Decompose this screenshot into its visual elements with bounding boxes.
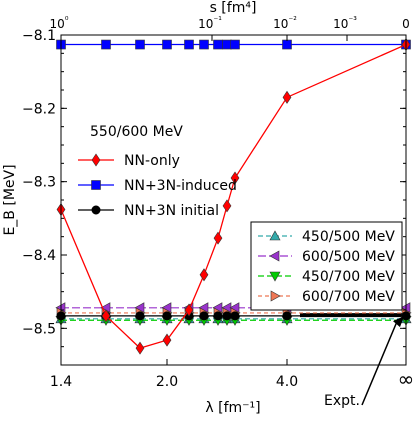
y-tick-label-0: −8.1: [22, 28, 56, 44]
series-2-point-7: [222, 311, 232, 321]
x-tick-label-1: 2.0: [156, 374, 178, 390]
legend-upper-marker-2: [91, 205, 101, 215]
legends: 550/600 MeV NN-only NN+3N-induced NN+3N ini…: [78, 124, 403, 311]
legend-lower-marker-3: [270, 290, 281, 302]
series-1-point-7: [222, 39, 232, 50]
legend-lower-marker-2: [269, 271, 281, 282]
y-tick-label-3: −8.4: [22, 248, 56, 264]
series-0-point-6: [213, 231, 223, 245]
series-0-point-3: [162, 333, 172, 347]
y-tick-label-2: −8.3: [22, 175, 56, 191]
series-1-point-9: [282, 39, 292, 50]
series-1-point-6: [213, 39, 223, 50]
y-tick-label-4: −8.5: [22, 321, 56, 337]
legend-upper-label-0: NN-only: [124, 153, 180, 169]
x-axis-label: λ [fm⁻¹]: [205, 400, 260, 416]
legend-upper-title: 550/600 MeV: [90, 124, 183, 140]
top-axis-label: s [fm⁴]: [210, 0, 257, 16]
series-1-point-3: [162, 39, 172, 50]
legend-lower-marker-1: [269, 250, 280, 262]
legend-lower-marker-0: [269, 230, 281, 241]
series-2-point-5: [199, 311, 209, 321]
series-1-point-8: [230, 39, 240, 50]
legend-lower-label-0: 450/500 MeV: [302, 229, 395, 245]
series-0-point-1: [101, 309, 111, 323]
top-tick-label-2: 10⁻²: [273, 16, 297, 31]
expt-arrow: [361, 318, 399, 406]
series-0-point-4: [184, 303, 194, 317]
series-1-point-4: [184, 39, 194, 50]
series-0-point-9: [282, 90, 292, 104]
x-tick-label-3: ∞: [398, 367, 415, 391]
legend-lower-label-3: 600/700 MeV: [302, 289, 395, 305]
series-0-point-7: [222, 199, 232, 213]
x-tick-label-2: 4.0: [276, 374, 298, 390]
y-tick-label-1: −8.2: [22, 101, 56, 117]
series-2-point-8: [230, 311, 240, 321]
top-tick-label-0: 10⁰: [50, 16, 69, 31]
axes: −8.1 −8.2 −8.3 −8.4 −8.5 1.4 2.0 4.0 ∞ 10⁰ 10⁻¹ 10⁻…: [2, 0, 414, 416]
series-2-point-6: [213, 311, 223, 321]
expt-label: Expt.: [324, 393, 360, 409]
legend-upper-marker-1: [91, 180, 101, 190]
legend-upper-label-1: NN+3N-induced: [124, 178, 237, 194]
series-2-point-9: [282, 311, 292, 321]
legend-lower-label-1: 600/500 MeV: [302, 249, 395, 265]
x-tick-label-0: 1.4: [50, 374, 72, 390]
legend-lower-label-2: 450/700 MeV: [302, 269, 395, 285]
series-2-point-2: [135, 311, 145, 321]
series-1-point-2: [135, 39, 145, 50]
series-0-point-2: [135, 341, 145, 355]
legend-upper-marker-0: [91, 153, 101, 167]
top-tick-label-3: 10⁻³: [333, 16, 357, 31]
series-0-point-8: [230, 171, 240, 185]
legend-upper-label-2: NN+3N initial: [124, 203, 219, 219]
y-axis-label: E_B [MeV]: [2, 164, 18, 235]
top-tick-label-1: 10⁻¹: [198, 16, 222, 31]
series-1-point-1: [101, 39, 111, 50]
series-0-point-5: [199, 268, 209, 282]
top-tick-label-4: 0: [402, 17, 410, 31]
expt-arrowhead: [393, 316, 404, 328]
series-2-point-3: [162, 311, 172, 321]
series-1-point-5: [199, 39, 209, 50]
